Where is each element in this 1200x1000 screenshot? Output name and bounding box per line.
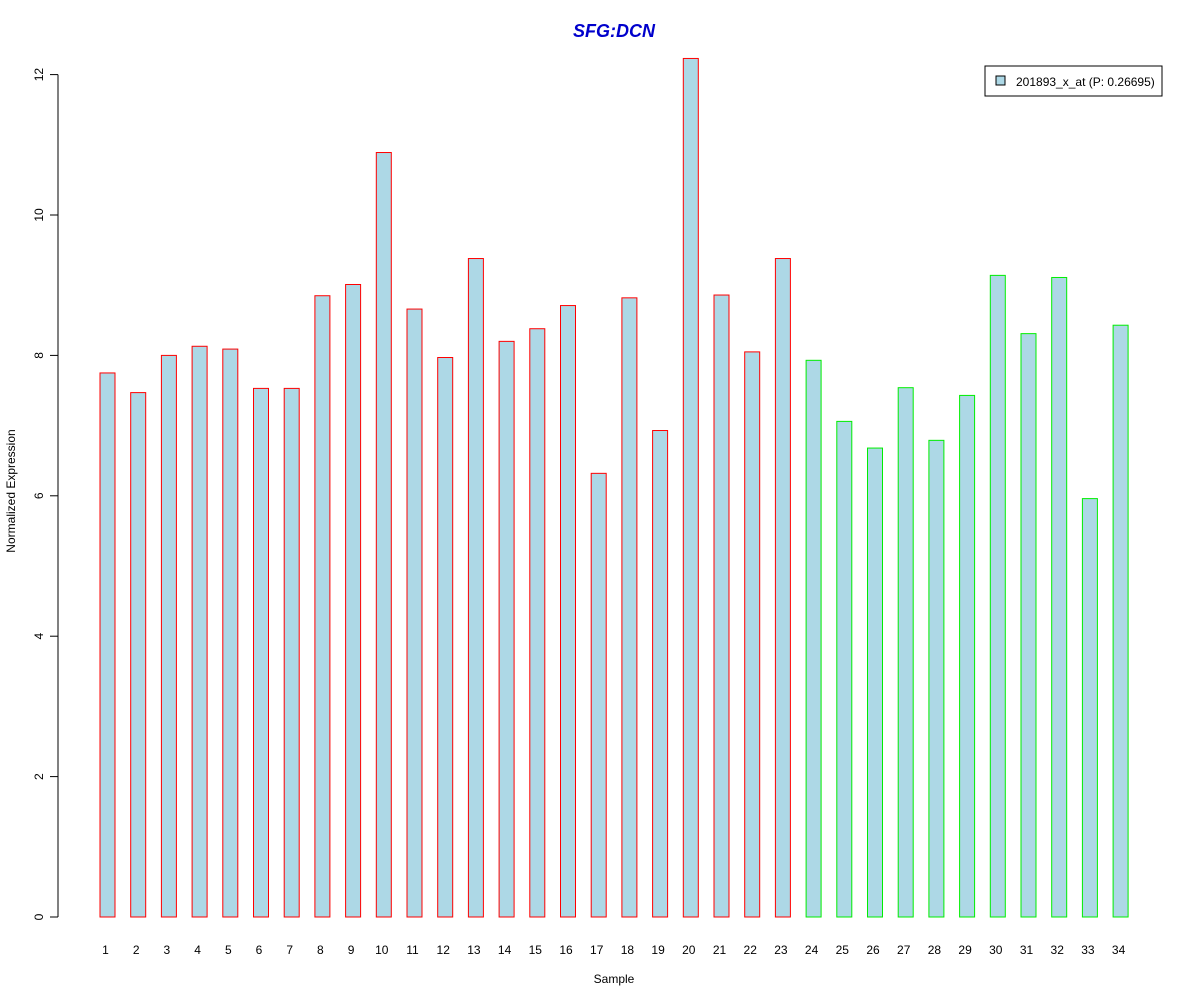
x-tick-label: 1 [102, 943, 109, 957]
bar-sample-21 [713, 294, 730, 918]
x-tick-label: 32 [1051, 943, 1065, 957]
x-tick-label: 9 [348, 943, 355, 957]
x-tick-label: 19 [651, 943, 665, 957]
bar-sample-10 [375, 152, 392, 918]
x-tick-label: 22 [744, 943, 758, 957]
x-tick-labels: 1 2 3 4 5 6 7 8 9 10 11 12 13 14 15 16 17 18 19 20 21 22 23 24 2… [102, 943, 1125, 957]
y-tick-label: 2 [32, 773, 46, 780]
y-tick-label: 10 [32, 208, 46, 222]
bar-sample-32 [1051, 276, 1068, 918]
bar-sample-28 [928, 439, 945, 918]
bar-sample-7 [283, 387, 300, 918]
bar-sample-25 [836, 420, 853, 918]
bar-sample-23 [774, 258, 791, 918]
bar-sample-13 [467, 258, 484, 918]
x-tick-label: 20 [682, 943, 696, 957]
x-tick-label: 30 [989, 943, 1003, 957]
legend-swatch [995, 75, 1006, 86]
x-tick-label: 31 [1020, 943, 1034, 957]
x-tick-label: 26 [866, 943, 880, 957]
x-tick-label: 14 [498, 943, 512, 957]
x-tick-label: 6 [256, 943, 263, 957]
y-tick-label: 6 [32, 492, 46, 499]
bar-sample-11 [406, 308, 423, 918]
x-tick-label: 4 [194, 943, 201, 957]
x-tick-label: 33 [1081, 943, 1095, 957]
bar-sample-14 [498, 340, 515, 918]
x-tick-label: 24 [805, 943, 819, 957]
bar-sample-22 [744, 351, 761, 918]
x-axis-label: Sample [594, 972, 635, 986]
y-tick-label: 0 [32, 913, 46, 920]
bar-sample-33 [1081, 498, 1098, 918]
y-axis: 0 2 4 6 8 10 12 [32, 68, 59, 920]
bar-sample-18 [621, 297, 638, 918]
x-tick-label: 3 [164, 943, 171, 957]
legend: 201893_x_at (P: 0.26695) [984, 65, 1163, 97]
y-tick-label: 4 [32, 633, 46, 640]
x-tick-label: 17 [590, 943, 604, 957]
y-tick-label: 8 [32, 352, 46, 359]
bar-sample-20 [682, 57, 699, 918]
x-tick-label: 21 [713, 943, 727, 957]
bar-sample-15 [529, 328, 546, 918]
x-tick-label: 34 [1112, 943, 1126, 957]
x-tick-label: 15 [529, 943, 543, 957]
x-tick-label: 18 [621, 943, 635, 957]
bar-sample-29 [959, 394, 976, 918]
x-tick-label: 5 [225, 943, 232, 957]
bar-sample-16 [560, 305, 576, 918]
bar-sample-19 [652, 430, 669, 918]
bar-sample-27 [897, 387, 914, 918]
x-tick-label: 11 [406, 943, 419, 957]
x-tick-label: 8 [317, 943, 324, 957]
x-tick-label: 28 [928, 943, 942, 957]
x-tick-label: 16 [559, 943, 573, 957]
bar-sample-30 [989, 274, 1006, 918]
legend-box [984, 65, 1163, 97]
bar-sample-5 [222, 348, 239, 918]
bar-sample-4 [191, 345, 208, 918]
x-tick-label: 29 [958, 943, 972, 957]
bar-sample-8 [314, 295, 331, 918]
bar-sample-12 [437, 357, 454, 918]
bar-sample-34 [1112, 324, 1129, 918]
x-tick-label: 12 [437, 943, 451, 957]
x-tick-label: 7 [286, 943, 293, 957]
bar-sample-26 [867, 447, 883, 918]
bar-sample-1 [99, 372, 116, 918]
bar-sample-6 [253, 387, 269, 918]
x-tick-label: 25 [836, 943, 850, 957]
bar-sample-2 [130, 392, 147, 918]
x-tick-label: 13 [467, 943, 481, 957]
bar-sample-9 [345, 283, 362, 918]
bar-sample-24 [805, 359, 822, 918]
legend-entry: 201893_x_at (P: 0.26695) [1016, 75, 1155, 89]
bars [99, 57, 1129, 918]
y-axis-label: Normalized Expression [4, 429, 18, 552]
x-tick-label: 23 [774, 943, 788, 957]
y-tick-label: 12 [32, 68, 46, 82]
x-tick-label: 2 [133, 943, 140, 957]
x-tick-label: 10 [375, 943, 389, 957]
x-tick-label: 27 [897, 943, 911, 957]
bar-sample-3 [160, 354, 177, 918]
bar-sample-31 [1020, 333, 1037, 918]
chart-title: SFG:DCN [573, 21, 656, 41]
bar-sample-17 [590, 472, 607, 918]
